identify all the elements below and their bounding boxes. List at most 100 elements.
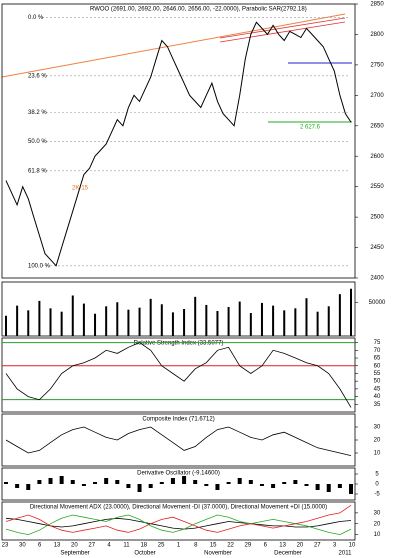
y-tick-label: 40 — [374, 394, 381, 400]
bar — [105, 306, 108, 336]
bar — [93, 482, 98, 484]
bar — [49, 308, 52, 336]
y-tick-label: -5 — [374, 492, 380, 498]
fib-label: 0.0 % — [28, 15, 44, 21]
bar — [94, 313, 97, 336]
y-tick-label: 2750 — [370, 62, 384, 68]
bar — [248, 480, 253, 484]
bar — [183, 309, 186, 336]
y-tick-label: 2550 — [370, 184, 384, 190]
bar — [60, 311, 63, 336]
bar — [283, 310, 286, 336]
y-tick-label: 55 — [374, 371, 381, 377]
bar — [193, 480, 198, 484]
bar — [26, 484, 31, 490]
bar — [338, 294, 341, 336]
x-tick-label: 29 — [245, 543, 252, 549]
bar — [127, 309, 130, 336]
bar — [315, 484, 320, 490]
bar — [305, 298, 308, 336]
month-label: September — [60, 551, 89, 557]
series-line — [5, 504, 352, 533]
x-tick-label: 27 — [88, 543, 95, 549]
bar — [282, 482, 287, 484]
y-tick-label: 2800 — [370, 32, 384, 38]
series-line — [5, 517, 352, 530]
bar — [138, 307, 141, 336]
channel-line — [219, 21, 346, 43]
fib-label: 100.0 % — [28, 263, 51, 269]
month-label: 2011 — [339, 551, 353, 557]
y-tick-label: 60 — [374, 363, 381, 369]
bar — [216, 311, 219, 336]
bar — [327, 306, 330, 336]
x-tick-label: 6 — [264, 543, 268, 549]
channel-line — [219, 17, 346, 39]
y-tick-label: 2400 — [370, 276, 384, 282]
panel-title: RWOO (2691.00, 2692.00, 2646.00, 2656.00… — [90, 7, 307, 13]
bar — [215, 484, 220, 490]
panel-title: Relative Strength Index (33.5077) — [134, 341, 224, 347]
x-tick-label: 4 — [107, 543, 111, 549]
bar — [59, 476, 64, 484]
bar — [48, 478, 53, 484]
bar — [126, 484, 131, 488]
y-tick-label: 2600 — [370, 154, 384, 160]
x-tick-label: 20 — [71, 543, 78, 549]
bar — [249, 313, 252, 336]
y-tick-label: 65 — [374, 356, 381, 362]
month-label: December — [274, 551, 302, 557]
series-line — [5, 514, 352, 536]
bar — [259, 484, 264, 486]
trend-line — [1, 13, 346, 78]
bar — [350, 288, 352, 336]
bar — [16, 305, 19, 336]
bar — [37, 480, 42, 484]
bar — [159, 482, 164, 484]
annotation: 2K-15 — [72, 186, 89, 192]
bar — [171, 312, 174, 336]
bar — [170, 478, 175, 484]
annotation: 2 627.6 — [300, 125, 321, 131]
fib-label: 23.6 % — [28, 73, 47, 79]
bar — [204, 484, 209, 486]
bar — [304, 484, 309, 486]
x-tick-label: 11 — [123, 543, 130, 549]
bar — [227, 306, 230, 336]
bar — [294, 308, 297, 336]
bar — [205, 304, 208, 336]
bar — [349, 484, 353, 494]
x-tick-label: 23 — [2, 543, 9, 549]
bar — [137, 484, 142, 492]
bar — [116, 302, 119, 336]
x-tick-label: 15 — [210, 543, 217, 549]
x-tick-label: 22 — [227, 543, 234, 549]
bar — [316, 311, 319, 336]
fib-label: 61.8 % — [28, 168, 47, 174]
y-tick-label: 0 — [375, 482, 379, 488]
panel-frame — [1, 3, 356, 279]
y-tick-label: 2500 — [370, 215, 384, 221]
x-tick-label: 20 — [297, 543, 304, 549]
x-tick-label: 25 — [158, 543, 165, 549]
bar — [293, 480, 298, 484]
bar — [148, 484, 153, 488]
bar — [27, 310, 30, 336]
bar — [182, 476, 187, 484]
bar — [104, 478, 109, 484]
month-label: November — [204, 551, 232, 557]
panel-title: Composite Index (71.6712) — [142, 417, 214, 423]
y-tick-label: 50 — [374, 379, 381, 385]
y-tick-label: 50000 — [369, 300, 386, 306]
bar — [238, 301, 241, 336]
y-tick-label: 10 — [374, 532, 381, 538]
bar — [71, 295, 74, 336]
bar — [260, 302, 263, 336]
y-tick-label: 30 — [374, 510, 381, 516]
bar — [81, 484, 86, 486]
bar — [160, 304, 163, 336]
month-label: October — [134, 551, 155, 557]
bar — [337, 484, 342, 488]
